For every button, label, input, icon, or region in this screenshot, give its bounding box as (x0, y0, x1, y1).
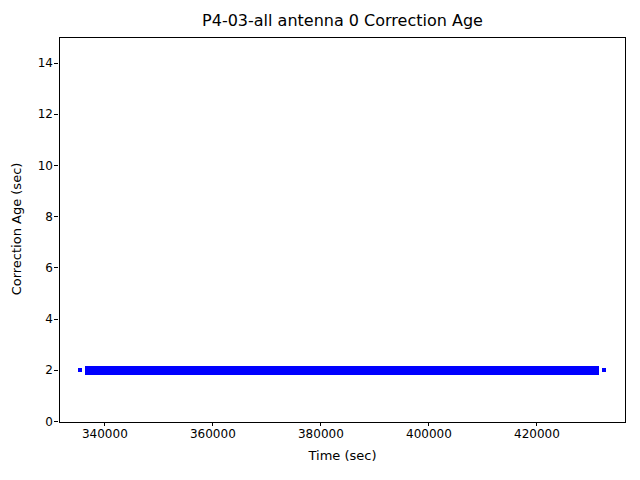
x-tick-label: 340000 (82, 427, 128, 441)
y-tick-mark (54, 267, 58, 268)
x-tick-label: 380000 (298, 427, 344, 441)
y-tick-label: 4 (13, 312, 53, 326)
chart-figure: P4-03-all antenna 0 Correction Age 34000… (0, 0, 640, 480)
data-series-point (78, 368, 82, 372)
y-tick-label: 14 (13, 56, 53, 70)
y-tick-label: 0 (13, 415, 53, 429)
data-series-band (85, 366, 599, 375)
x-tick-label: 360000 (190, 427, 236, 441)
x-tick-label: 420000 (514, 427, 560, 441)
x-tick-mark (320, 422, 321, 426)
y-tick-mark (54, 421, 58, 422)
x-axis-label: Time (sec) (59, 448, 626, 463)
y-axis-label: Correction Age (sec) (9, 163, 24, 296)
y-tick-label: 12 (13, 107, 53, 121)
y-tick-mark (54, 63, 58, 64)
x-tick-mark (212, 422, 213, 426)
x-tick-mark (428, 422, 429, 426)
y-tick-mark (54, 165, 58, 166)
x-tick-label: 400000 (406, 427, 452, 441)
data-series-point (602, 368, 606, 372)
x-tick-mark (536, 422, 537, 426)
y-tick-mark (54, 319, 58, 320)
x-tick-mark (104, 422, 105, 426)
y-tick-mark (54, 216, 58, 217)
y-tick-mark (54, 370, 58, 371)
y-tick-mark (54, 114, 58, 115)
chart-layer: 3400003600003800004000004200000246810121… (0, 0, 640, 480)
y-tick-label: 2 (13, 363, 53, 377)
